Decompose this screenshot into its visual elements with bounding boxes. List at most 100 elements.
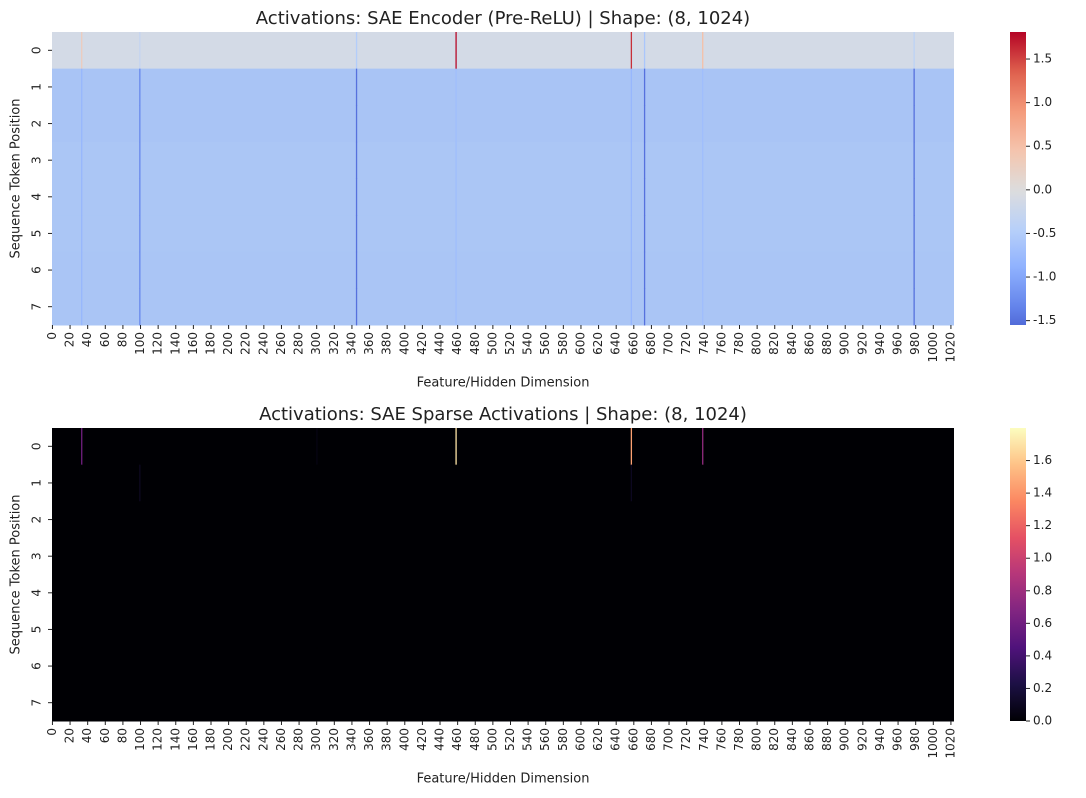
heatmap-cell (630, 68, 633, 106)
heatmap-cell (643, 251, 646, 289)
x-tick-label: 600 (573, 728, 587, 751)
y-tick-label: 6 (30, 662, 44, 670)
row-background (52, 647, 954, 685)
x-tick-label: 800 (750, 728, 764, 751)
x-tick-label: 80 (115, 332, 129, 347)
colorbar (1010, 428, 1026, 721)
x-tick-label: 820 (767, 728, 781, 751)
x-tick-label: 500 (485, 728, 499, 751)
x-tick-label: 320 (327, 728, 341, 751)
heatmap-cell (455, 178, 457, 216)
row-background (52, 464, 954, 502)
y-tick-label: 3 (30, 552, 44, 560)
heatmap-cell (139, 32, 141, 70)
x-tick-label: 380 (380, 332, 394, 355)
heatmap-cell (455, 611, 457, 649)
colorbar-tick-label: 0.0 (1033, 714, 1052, 728)
x-tick-label: 860 (802, 728, 816, 751)
heatmap-cell (630, 537, 633, 575)
heatmap-cell (139, 288, 141, 326)
colorbar-tick-label: 0.4 (1033, 648, 1052, 662)
heatmap-cell (455, 428, 457, 466)
heatmap-cell (81, 215, 83, 253)
heatmap-cell (702, 428, 704, 466)
row-background (52, 611, 954, 649)
colorbar (1010, 32, 1026, 325)
heatmap-cell (630, 288, 633, 326)
heatmap-cell (139, 178, 141, 216)
x-tick-label: 660 (626, 728, 640, 751)
x-tick-label: 120 (151, 728, 165, 751)
heatmap-cell (316, 611, 318, 649)
x-tick-label: 340 (344, 728, 358, 751)
x-tick-label: 480 (468, 728, 482, 751)
heatmap-cell (702, 647, 704, 685)
x-tick-label: 880 (820, 728, 834, 751)
heatmap-cell (913, 251, 915, 289)
row-background (52, 251, 954, 289)
y-tick-label: 7 (30, 303, 44, 311)
x-tick-label: 640 (609, 728, 623, 751)
x-tick-label: 660 (626, 332, 640, 355)
x-tick-label: 320 (327, 332, 341, 355)
heatmap-cell (455, 574, 457, 612)
heatmap-cell (81, 684, 83, 722)
heatmap-cell (81, 105, 83, 143)
heatmap-cell (630, 611, 633, 649)
x-tick-label: 940 (873, 728, 887, 751)
x-tick-label: 20 (63, 332, 77, 347)
x-tick-label: 220 (239, 332, 253, 355)
row-background (52, 215, 954, 253)
heatmap-cell (702, 574, 704, 612)
x-tick-label: 360 (362, 728, 376, 751)
heatmap-cell (355, 288, 358, 326)
x-tick-label: 920 (855, 332, 869, 355)
colorbar-tick-label: 0.8 (1033, 583, 1052, 597)
heatmap-cell (139, 251, 141, 289)
heatmap-cell (455, 251, 457, 289)
x-tick-label: 0 (45, 728, 59, 736)
heatmap-cell (139, 574, 141, 612)
heatmap-cell (139, 464, 141, 502)
x-tick-label: 300 (309, 728, 323, 751)
x-tick-label: 920 (855, 728, 869, 751)
x-tick-label: 760 (714, 728, 728, 751)
x-tick-label: 580 (556, 728, 570, 751)
x-tick-label: 1020 (943, 332, 957, 363)
heatmap-cell (316, 647, 318, 685)
row-background (52, 105, 954, 143)
x-tick-label: 420 (415, 332, 429, 355)
x-tick-label: 360 (362, 332, 376, 355)
x-tick-label: 900 (838, 332, 852, 355)
x-tick-label: 500 (485, 332, 499, 355)
x-tick-label: 700 (662, 728, 676, 751)
x-tick-label: 400 (397, 332, 411, 355)
x-tick-label: 820 (767, 332, 781, 355)
x-tick-label: 980 (908, 728, 922, 751)
heatmap-cell (630, 684, 633, 722)
x-tick-label: 580 (556, 332, 570, 355)
heatmap-cell (81, 611, 83, 649)
heatmap-cell (630, 647, 633, 685)
heatmap-cell (139, 501, 141, 539)
heatmap-cell (81, 501, 83, 539)
x-tick-label: 740 (697, 332, 711, 355)
heatmap-cell (702, 251, 704, 289)
x-tick-label: 280 (292, 332, 306, 355)
heatmap-cell (455, 501, 457, 539)
heatmap-cell (455, 32, 457, 70)
heatmap-cell (913, 141, 915, 179)
x-tick-label: 600 (573, 332, 587, 355)
heatmap-cell (139, 684, 141, 722)
x-tick-label: 300 (309, 332, 323, 355)
x-tick-label: 100 (133, 332, 147, 355)
x-tick-label: 960 (891, 728, 905, 751)
heatmap-cell (455, 141, 457, 179)
x-tick-label: 880 (820, 332, 834, 355)
x-tick-label: 520 (503, 332, 517, 355)
heatmap-cell (630, 251, 633, 289)
y-tick-label: 6 (30, 266, 44, 274)
heatmap-cell (455, 288, 457, 326)
x-tick-label: 160 (186, 332, 200, 355)
chart-title: Activations: SAE Encoder (Pre-ReLU) | Sh… (256, 8, 750, 29)
